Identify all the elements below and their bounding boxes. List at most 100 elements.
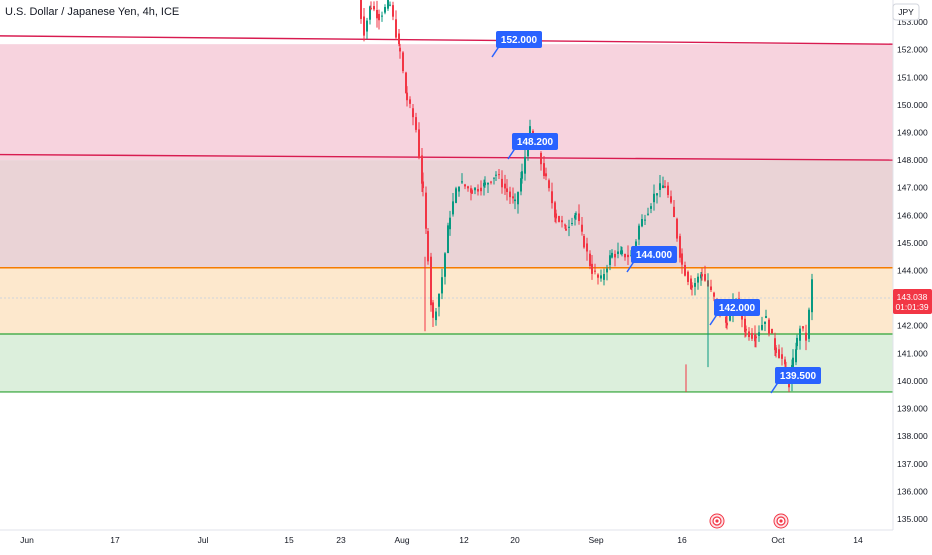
price-labels-layer[interactable]: 152.000 148.200 144.000 142.000 139.500	[491, 31, 821, 394]
candle-body	[676, 218, 678, 239]
candle-body	[594, 270, 596, 272]
candle-body	[378, 13, 380, 21]
candle-body	[406, 92, 408, 101]
candle-body	[392, 5, 394, 17]
candle-body	[644, 219, 646, 221]
label-142[interactable]: 142.000	[709, 299, 760, 326]
callout-text: 144.000	[636, 250, 673, 261]
candle-body	[638, 225, 640, 240]
candle-body	[543, 163, 545, 176]
candle-body	[551, 191, 553, 204]
candle-body	[474, 187, 476, 191]
x-tick-label: Jul	[198, 535, 209, 545]
candle-body	[441, 277, 443, 294]
candle-body	[713, 292, 715, 297]
y-tick-label: 135.000	[897, 514, 928, 524]
x-tick-label: 14	[853, 535, 863, 545]
candle-body	[781, 354, 783, 359]
callout-box	[714, 299, 760, 316]
y-tick-label: 142.000	[897, 321, 928, 331]
candle-body	[726, 322, 728, 326]
x-tick-label: 23	[336, 535, 346, 545]
mid-red-line[interactable]	[0, 153, 894, 161]
candle-body	[521, 171, 523, 179]
candle-body	[586, 243, 588, 252]
currency-button[interactable]	[892, 3, 920, 21]
candle-body	[438, 293, 440, 307]
candle-body	[484, 182, 486, 186]
target-icon-dot	[779, 519, 783, 523]
horizontal-lines-layer	[0, 35, 894, 393]
candle-body	[444, 253, 446, 277]
candle-body	[571, 223, 573, 225]
candle-body	[687, 271, 689, 282]
candle-body	[517, 192, 519, 205]
x-tick-label: 20	[510, 535, 520, 545]
event-icon-1[interactable]	[709, 513, 725, 529]
candle-body	[467, 186, 469, 189]
candle-body	[664, 186, 666, 188]
candle-body	[667, 185, 669, 195]
candle-body	[509, 191, 511, 198]
candle-body	[558, 216, 560, 222]
y-tick-label: 147.000	[897, 183, 928, 193]
candle-body	[606, 268, 608, 273]
candle-body	[561, 220, 563, 223]
candle-body	[647, 213, 649, 215]
label-144[interactable]: 144.000	[626, 246, 677, 273]
price-axis[interactable]: 153.000 152.000 151.000 150.000 149.000 148.0…	[897, 17, 928, 524]
time-axis[interactable]: Jun 17 Jul 15 23 Aug 12 20 Sep 16 Oct 14	[20, 535, 863, 545]
candle-body	[418, 129, 420, 158]
candle-body	[697, 276, 699, 283]
y-tick-label: 139.000	[897, 404, 928, 414]
y-tick-label: 137.000	[897, 459, 928, 469]
candle-body	[744, 318, 746, 333]
candle-body	[405, 72, 407, 94]
candle-body	[425, 192, 427, 229]
upper-red-line[interactable]	[0, 35, 894, 45]
green-zone	[0, 334, 893, 392]
candle-body	[751, 333, 753, 339]
candle-body	[614, 253, 616, 258]
candle-body	[650, 206, 652, 209]
candle-body	[611, 252, 613, 258]
candle-body	[498, 174, 500, 176]
candle-body	[421, 155, 423, 184]
callout-box	[512, 133, 558, 150]
y-tick-label: 138.000	[897, 431, 928, 441]
x-tick-label: Sep	[588, 535, 603, 545]
candle-body	[409, 99, 411, 104]
candle-body	[802, 326, 804, 329]
callout-box	[775, 367, 821, 384]
event-icon-2[interactable]	[773, 513, 789, 529]
candle-body	[725, 316, 727, 323]
candle-body	[792, 357, 794, 368]
candle-body	[493, 177, 495, 179]
candle-body	[471, 190, 473, 194]
callout-text: 148.200	[517, 137, 554, 148]
candle-body	[799, 328, 801, 341]
currency-label: JPY	[898, 7, 914, 17]
callout-text: 142.000	[719, 303, 756, 314]
candle-body	[402, 52, 404, 72]
candle-body	[701, 274, 703, 277]
candle-body	[399, 47, 401, 52]
candle-body	[575, 213, 577, 215]
candle-body	[464, 184, 466, 187]
candles-layer	[360, 0, 813, 393]
label-139-5[interactable]: 139.500	[770, 367, 821, 394]
candle-body	[398, 33, 400, 45]
candle-body	[360, 0, 362, 19]
candle-body	[506, 188, 508, 192]
candle-body	[430, 256, 432, 306]
y-tick-label: 145.000	[897, 238, 928, 248]
candle-body	[422, 181, 424, 189]
candle-body	[609, 255, 611, 266]
candle-body	[679, 236, 681, 258]
label-152[interactable]: 152.000	[491, 31, 542, 58]
candle-body	[432, 302, 434, 318]
label-148-2[interactable]: 148.200	[507, 133, 558, 160]
candle-body	[627, 254, 629, 258]
